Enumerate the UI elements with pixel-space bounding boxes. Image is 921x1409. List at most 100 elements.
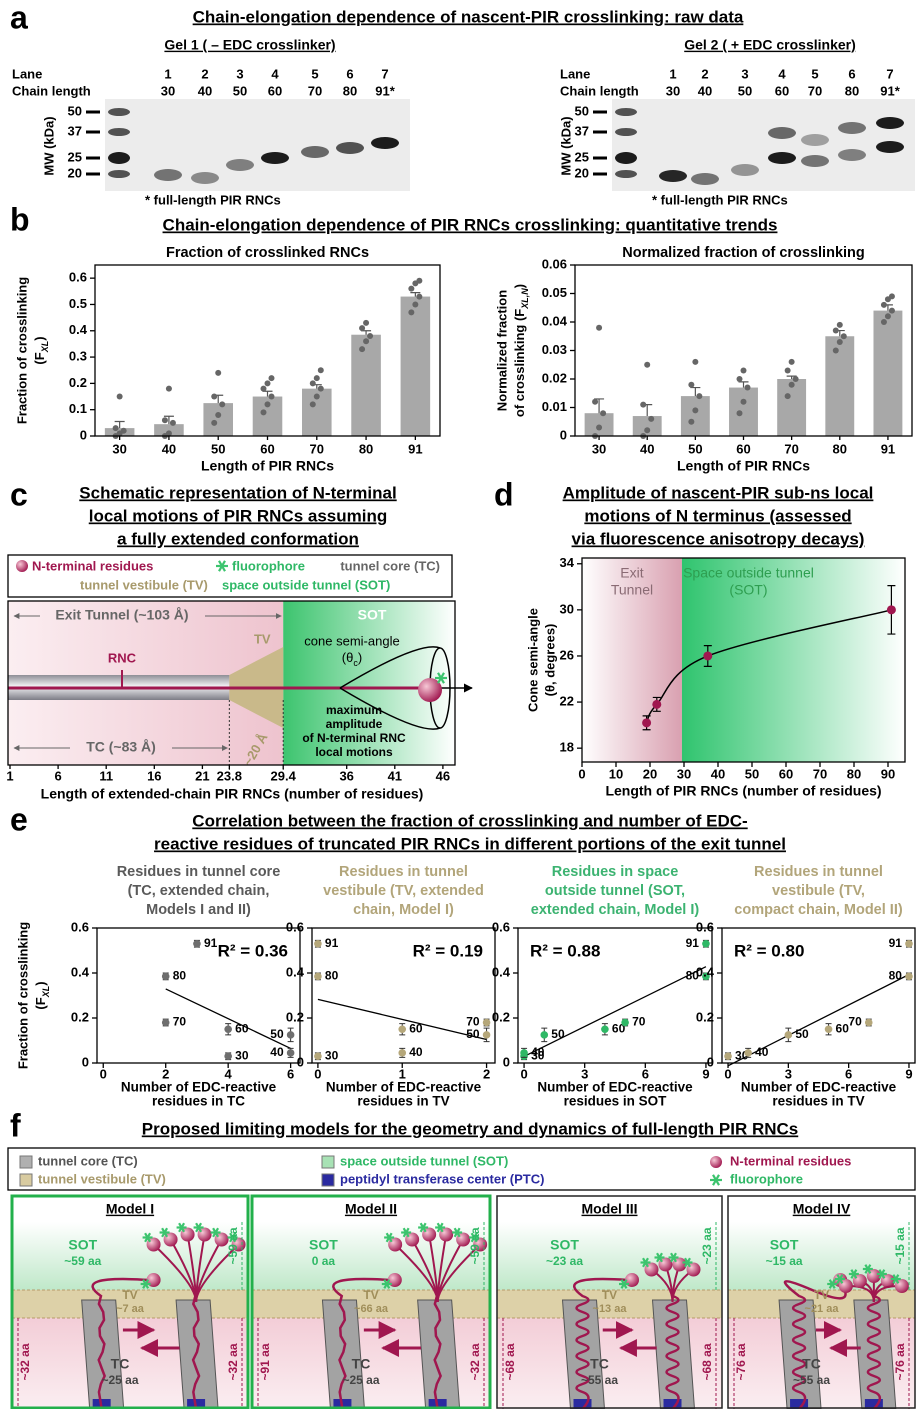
y-tick-label: 0.6 [696,919,714,934]
point-label: 30 [325,1048,339,1062]
data-point [702,972,710,981]
y-axis-label: (θ, degrees) [542,624,557,697]
replicate-dot [836,321,843,328]
lane-number: 7 [381,66,388,81]
bar [680,396,710,436]
error-bar [163,415,174,425]
data-point [784,1031,793,1039]
mw-label: 25 [68,149,82,164]
lane-number: 6 [848,66,855,81]
y-tick-label: 0 [82,1054,89,1069]
x-axis-label: Length of PIR RNCs [201,458,334,474]
lane-number: 6 [346,66,353,81]
y-tick-label: 0.5 [69,296,87,311]
mw-title: MW (kDa) [558,116,573,175]
y-tick-label: 0.4 [696,964,715,979]
x-tick-label: 6 [287,1066,294,1081]
replicate-dot [313,393,320,400]
gel-band [876,141,904,153]
replicate-dot [408,309,415,316]
x-tick-label: 30 [592,441,606,456]
x-tick-label: 2 [483,1066,490,1081]
x-tick-label: 91 [881,441,895,456]
legend-label: peptidyl transferase center (PTC) [340,1171,544,1186]
y-axis-label-part: ) [512,284,527,288]
replicate-dot [888,293,895,300]
model-label: ~68 aa [503,1343,517,1380]
replicate-dot [268,393,275,400]
chain-length: 60 [775,83,789,98]
chart-title: Normalized fraction of crosslinking [622,245,865,261]
data-point [161,972,170,981]
n-terminal-ball [16,560,28,572]
fit-line [523,966,707,1058]
marker-band [615,170,637,178]
model-frame [10,1194,250,1409]
y-axis-label: Fraction of crosslinking [15,922,30,1069]
point-label: 70 [173,1015,187,1029]
y-tick-label: 0.05 [542,285,567,300]
chart-title: Residues in space [552,864,679,880]
ptc [790,1399,809,1409]
fit-line [727,973,910,1067]
fluorophore-icon [229,1232,237,1243]
annotation: R² = 0.80 [734,941,804,960]
gel-band [731,164,759,176]
diagram-label: maximum [326,703,382,717]
panel-title: Schematic representation of N-terminal [79,483,396,502]
y-tick-label: 0 [707,1054,714,1069]
x-tick-label: 9 [702,1066,709,1081]
point-label: 80 [173,969,187,983]
replicate-dot [416,293,423,300]
replicate-dot [792,376,799,382]
replicate-dot [596,424,603,431]
diagram-label: TC (~83 Å) [86,739,156,755]
point-label: 91 [686,936,700,950]
tunnel [561,1299,606,1409]
bar [400,296,431,436]
replicate-dot [219,401,226,408]
legend-label: N-terminal residues [730,1153,851,1168]
data-point [642,718,652,728]
panel-title: local motions of PIR RNCs assuming [89,506,388,525]
chain-length: 91* [375,83,395,98]
data-point [161,1018,170,1027]
point-label: 70 [466,1015,480,1029]
fluorophore-icon [178,1222,186,1233]
chart-title: Residues in tunnel core [117,864,281,880]
row-heading: Chain length [12,83,91,98]
annotation: R² = 0.88 [530,941,600,960]
diagram-label-sub: c [353,658,358,668]
replicate-dot [592,398,599,405]
data-point [314,1052,322,1061]
replicate-dot [215,411,222,418]
data-point [482,1031,491,1039]
y-tick-label: 0.6 [69,270,87,285]
replicate-dot [169,419,176,426]
mw-label: 20 [68,165,82,180]
plot-frame [311,927,496,1064]
replicate-dot [161,417,168,424]
replicate-dot [112,425,119,432]
replicate-dot [784,367,791,374]
panel-letter: e [10,801,28,837]
region-band [681,558,905,762]
chain-length: 80 [845,83,859,98]
plot-frame [94,264,441,437]
y-tick-label: 0.2 [492,1009,510,1024]
marker-band [615,108,637,116]
replicate-dot [644,361,651,368]
replicate-dot [648,415,655,422]
y-tick-label: 0.01 [542,399,567,414]
replicate-dot [264,380,271,387]
x-tick-label: 50 [745,766,759,781]
gel-band [226,159,254,171]
model-label: ~25 aa [342,1373,379,1387]
x-tick-label: 50 [688,441,702,456]
plot-frame [96,927,301,1064]
legend-label: fluorophore [232,558,305,573]
chart-title: extended chain, Model I) [531,902,700,918]
fluorophore-icon [850,1269,858,1279]
legend-box [7,1147,916,1191]
y-tick-label: 0.02 [542,370,567,385]
